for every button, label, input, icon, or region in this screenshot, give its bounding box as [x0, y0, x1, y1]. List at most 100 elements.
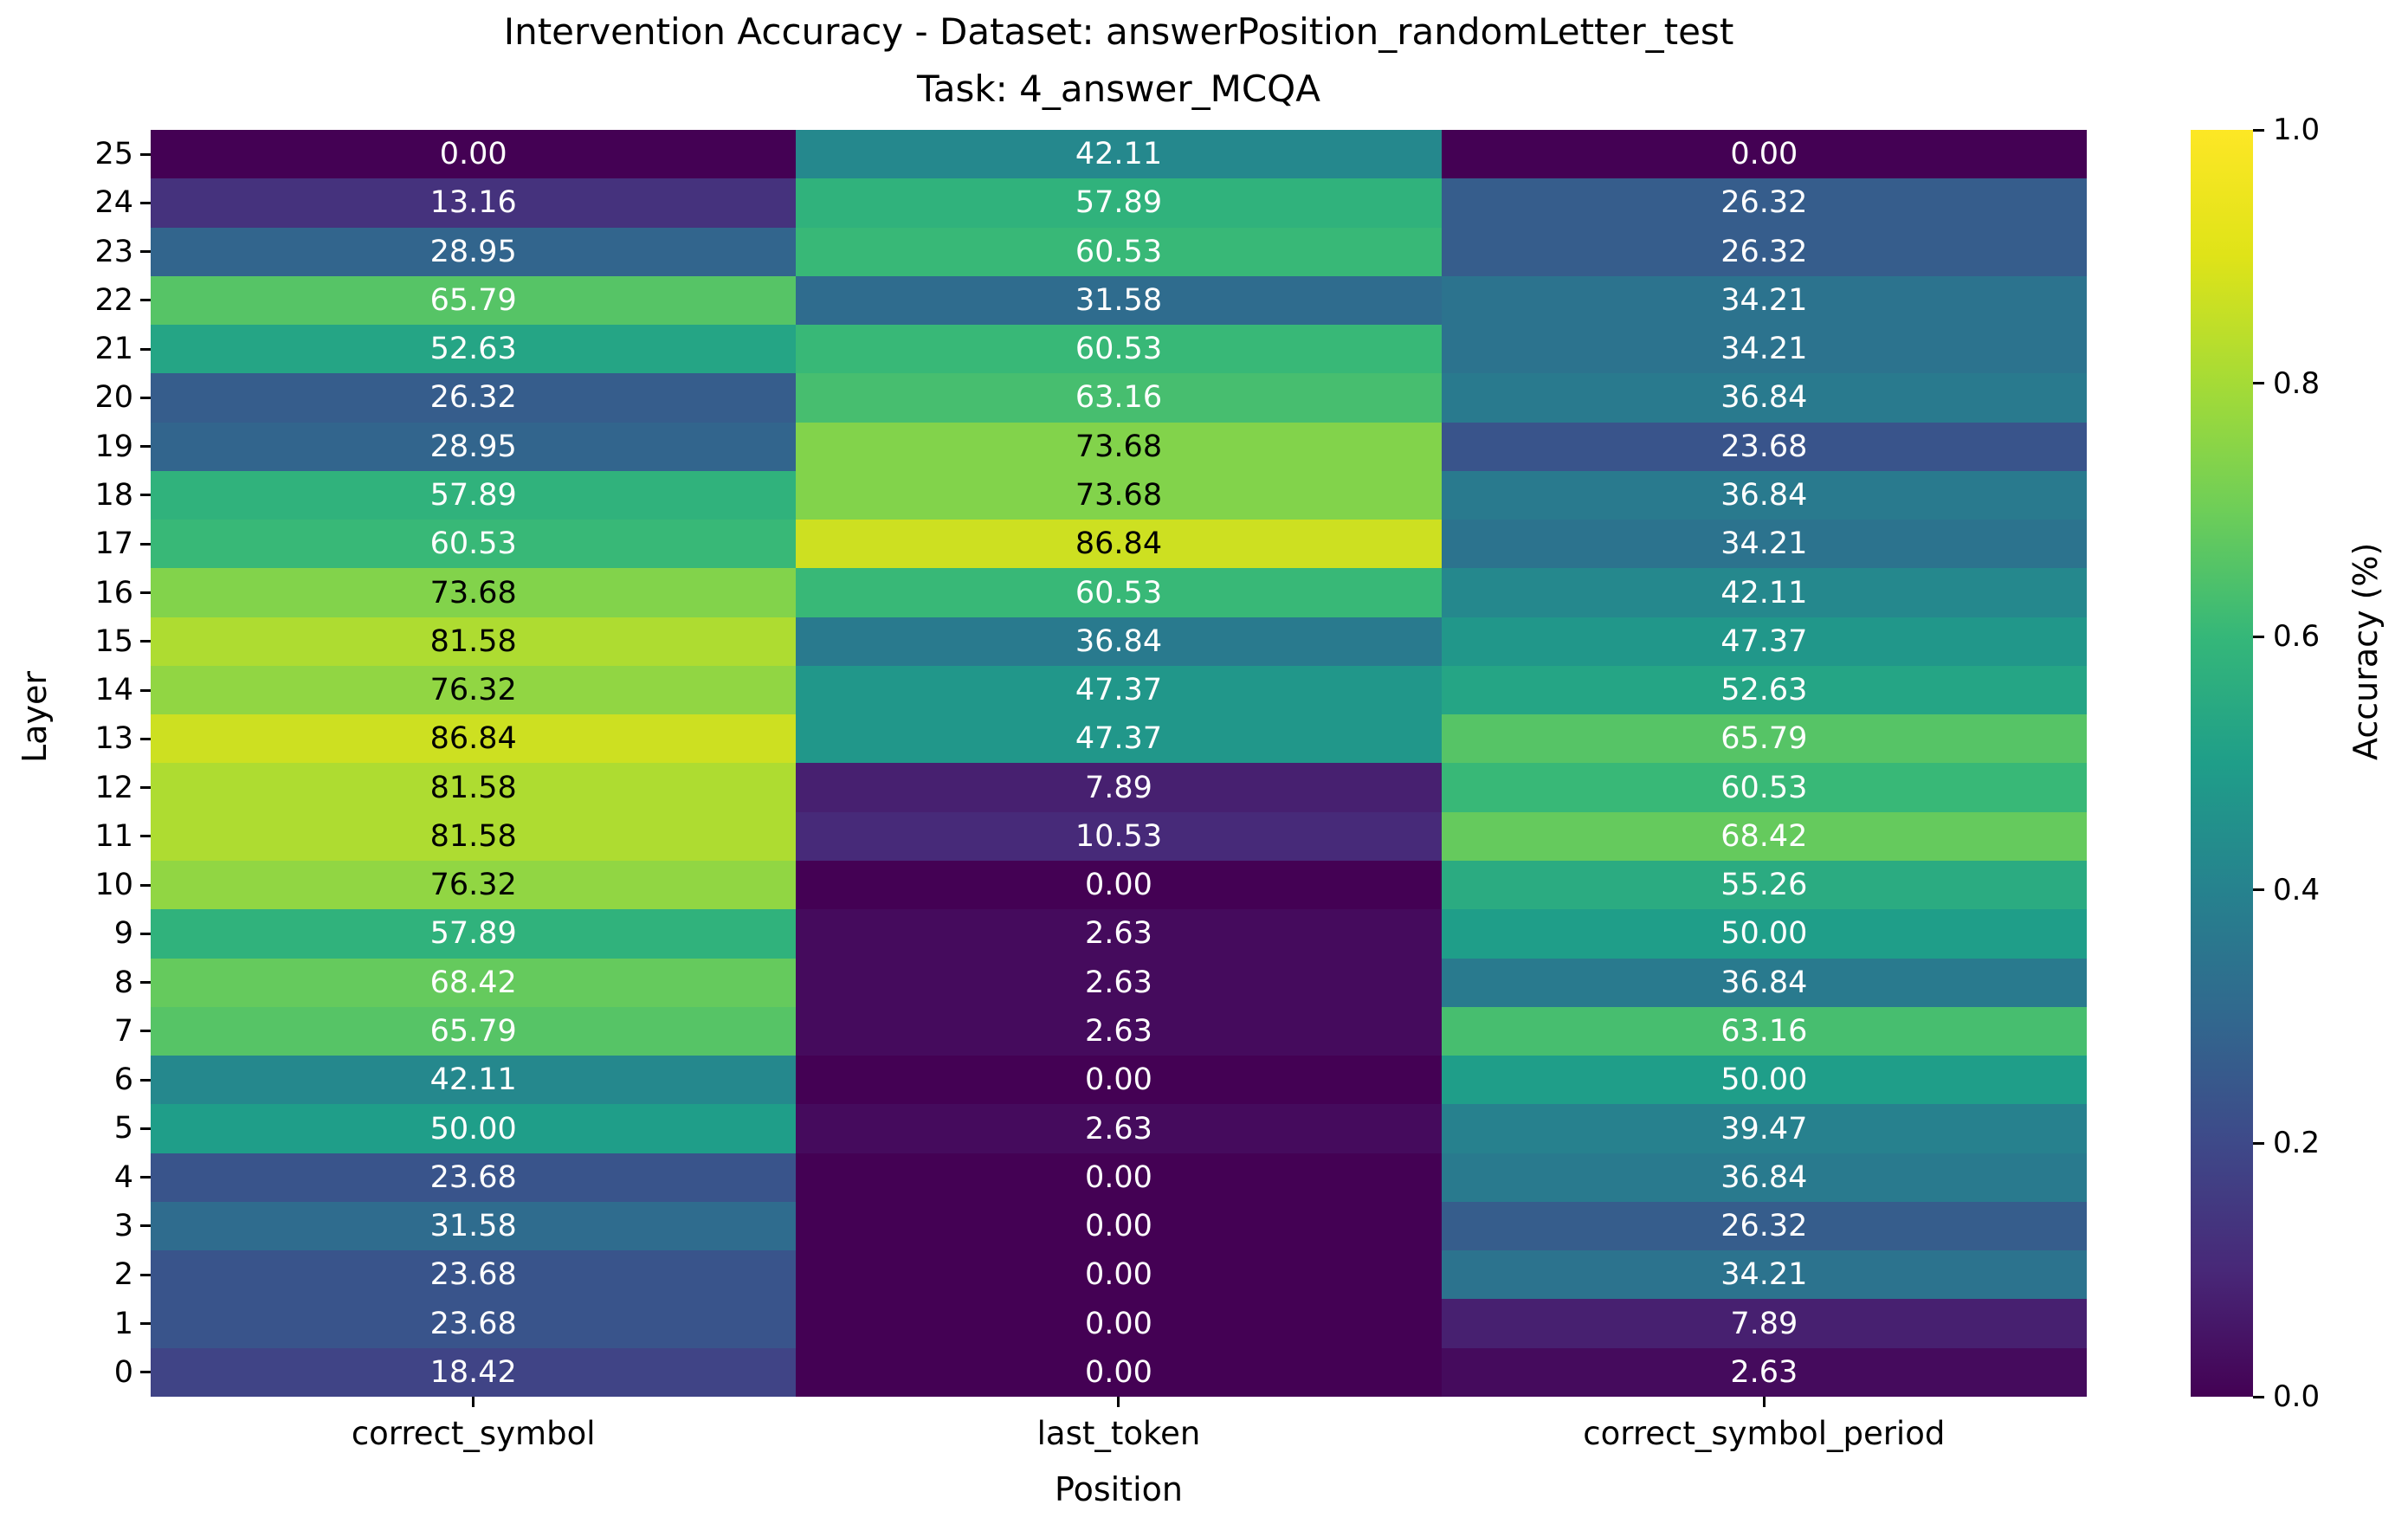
colorbar-tick: 0.6	[2253, 619, 2320, 654]
y-tick-label: 21	[94, 332, 133, 367]
heatmap-cell: 36.84	[1441, 958, 2087, 1007]
heatmap-cell: 34.21	[1441, 275, 2087, 326]
y-tick-mark	[140, 1273, 151, 1276]
heatmap-cell: 63.16	[796, 373, 1442, 423]
heatmap-cell: 34.21	[1441, 325, 2087, 374]
x-tick-mark	[1117, 1397, 1120, 1407]
heatmap-cell: 60.53	[796, 325, 1442, 374]
y-tick-mark	[140, 152, 151, 156]
x-tick: correct_symbol	[151, 1397, 796, 1452]
heatmap-cell: 52.63	[1441, 665, 2087, 715]
chart-title-line1: Intervention Accuracy - Dataset: answerP…	[503, 10, 1734, 53]
heatmap-cell: 63.16	[1441, 1006, 2087, 1056]
chart-title: Intervention Accuracy - Dataset: answerP…	[151, 3, 2087, 118]
y-tick-label: 24	[94, 185, 133, 221]
heatmap-cell: 36.84	[1441, 373, 2087, 423]
heatmap-cell: 26.32	[1441, 227, 2087, 276]
heatmap-cell: 36.84	[1441, 1153, 2087, 1202]
x-tick-label: last_token	[1036, 1415, 1201, 1452]
heatmap-cell: 2.63	[796, 1104, 1442, 1153]
heatmap-cell: 57.89	[151, 470, 797, 520]
y-tick: 3	[0, 1202, 151, 1250]
y-tick: 12	[0, 763, 151, 811]
y-tick-label: 15	[94, 623, 133, 659]
y-tick: 6	[0, 1056, 151, 1104]
y-tick-mark	[140, 1078, 151, 1082]
heatmap-cell: 26.32	[1441, 178, 2087, 228]
y-tick: 19	[0, 423, 151, 471]
y-tick-mark	[140, 347, 151, 351]
heatmap-cell: 50.00	[151, 1104, 797, 1153]
heatmap-cell: 36.84	[1441, 470, 2087, 520]
heatmap-cell: 23.68	[151, 1250, 797, 1300]
y-tick: 4	[0, 1153, 151, 1202]
colorbar-tick-mark	[2253, 888, 2264, 892]
chart-title-line2: Task: 4_answer_MCQA	[917, 68, 1320, 110]
heatmap-cell: 50.00	[1441, 909, 2087, 959]
y-tick-label: 10	[94, 868, 133, 903]
y-tick-mark	[140, 299, 151, 302]
heatmap-cell: 86.84	[796, 520, 1442, 569]
colorbar-tick: 0.2	[2253, 1126, 2320, 1160]
heatmap-cell: 52.63	[151, 325, 797, 374]
heatmap-cell: 57.89	[151, 909, 797, 959]
y-tick: 5	[0, 1104, 151, 1153]
heatmap-cell: 73.68	[151, 568, 797, 617]
y-tick-mark	[140, 1030, 151, 1033]
heatmap-cell: 28.95	[151, 227, 797, 276]
heatmap-cell: 0.00	[796, 1250, 1442, 1300]
y-tick: 23	[0, 228, 151, 276]
heatmap-cell: 0.00	[796, 1153, 1442, 1202]
y-tick: 24	[0, 178, 151, 227]
y-tick-label: 22	[94, 282, 133, 318]
heatmap-cell: 60.53	[1441, 763, 2087, 812]
heatmap-cell: 39.47	[1441, 1104, 2087, 1153]
y-tick-label: 17	[94, 526, 133, 562]
y-tick-mark	[140, 640, 151, 643]
y-tick-label: 13	[94, 721, 133, 757]
heatmap-cell: 81.58	[151, 763, 797, 812]
x-tick-label: correct_symbol_period	[1583, 1415, 1946, 1452]
heatmap-cell: 7.89	[796, 763, 1442, 812]
heatmap-cell: 68.42	[151, 958, 797, 1007]
y-tick-mark	[140, 786, 151, 790]
heatmap-cell: 47.37	[1441, 617, 2087, 666]
y-tick: 18	[0, 471, 151, 520]
heatmap-cell: 2.63	[796, 958, 1442, 1007]
heatmap-cell: 23.68	[151, 1153, 797, 1202]
heatmap-cell: 76.32	[151, 665, 797, 715]
y-tick-label: 18	[94, 477, 133, 513]
heatmap-cell: 81.58	[151, 811, 797, 862]
y-tick: 25	[0, 130, 151, 178]
colorbar-tick-mark	[2253, 1141, 2264, 1145]
y-tick-label: 4	[113, 1159, 133, 1195]
heatmap-cell: 42.11	[151, 1056, 797, 1105]
heatmap-cell: 0.00	[151, 130, 797, 179]
colorbar-tick: 0.0	[2253, 1379, 2320, 1414]
heatmap-cell: 86.84	[151, 714, 797, 764]
heatmap-cell: 60.53	[796, 568, 1442, 617]
heatmap-cell: 73.68	[796, 470, 1442, 520]
y-tick-mark	[140, 445, 151, 449]
colorbar-ticks: 1.0 0.8 0.6 0.4 0.2 0.0	[2253, 113, 2374, 1414]
heatmap-cell: 65.79	[151, 275, 797, 326]
x-axis-label: Position	[1055, 1470, 1183, 1508]
heatmap-cell: 42.11	[796, 130, 1442, 179]
y-tick: 13	[0, 714, 151, 763]
x-axis-ticks: correct_symbol last_token correct_symbol_p…	[151, 1397, 2087, 1452]
y-tick-label: 16	[94, 575, 133, 610]
y-tick-mark	[140, 981, 151, 985]
heatmap-cell: 47.37	[796, 665, 1442, 715]
y-tick: 16	[0, 568, 151, 617]
y-tick-label: 3	[113, 1208, 133, 1243]
y-tick: 14	[0, 666, 151, 714]
colorbar-tick-label: 0.4	[2273, 872, 2321, 907]
y-tick-mark	[140, 835, 151, 838]
heatmap-cell: 0.00	[796, 1347, 1442, 1397]
x-tick-mark	[472, 1397, 475, 1407]
heatmap-cell: 10.53	[796, 811, 1442, 862]
heatmap-cell: 0.00	[796, 1299, 1442, 1348]
y-tick-mark	[140, 1224, 151, 1228]
heatmap-cell: 28.95	[151, 422, 797, 471]
y-tick: 22	[0, 276, 151, 325]
